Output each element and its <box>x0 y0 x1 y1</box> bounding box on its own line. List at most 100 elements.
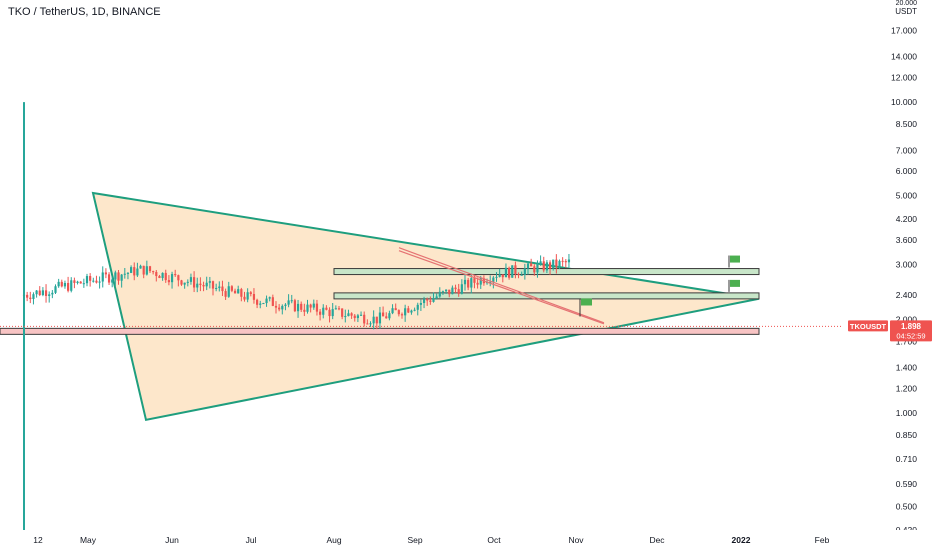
candle-body <box>79 281 82 284</box>
candle-body <box>268 297 271 299</box>
candle-body <box>363 314 366 324</box>
candle-body <box>457 289 460 294</box>
candle-body <box>514 265 517 275</box>
price-tick-label: 1.200 <box>896 383 918 393</box>
flag-icon <box>581 298 592 306</box>
candle-body <box>347 313 350 317</box>
candle-body <box>523 268 526 275</box>
time-tick-label: Dec <box>649 535 665 545</box>
candle-body <box>344 316 347 318</box>
candle-body <box>174 274 177 276</box>
candle-body <box>51 292 54 295</box>
time-axis[interactable]: 12 May Jun Jul Aug Sep Oct Nov Dec 2022 Feb <box>0 530 932 550</box>
time-tick-label: Sep <box>407 535 422 545</box>
candle-body <box>57 281 60 287</box>
candle-body <box>249 292 252 294</box>
ticker-badge <box>848 320 888 332</box>
price-tick-label: 0.500 <box>896 501 918 511</box>
candle-body <box>63 282 67 287</box>
support-zone[interactable] <box>0 327 760 335</box>
candle-body <box>76 281 79 283</box>
candle-body <box>224 291 227 297</box>
candle-body <box>508 267 511 278</box>
candle-body <box>429 300 432 302</box>
candle-body <box>218 286 221 289</box>
candle-body <box>186 281 189 283</box>
candle-body <box>410 310 413 313</box>
candle-body <box>183 282 186 285</box>
candle-body <box>199 283 202 285</box>
candle-body <box>70 280 73 291</box>
candle-body <box>221 286 224 292</box>
price-tick-label: 6.000 <box>896 166 918 176</box>
candle-body <box>262 303 265 305</box>
trendline-lower[interactable] <box>398 250 605 325</box>
candle-body <box>548 262 552 269</box>
time-tick-label: Nov <box>568 535 584 545</box>
candle-countdown: 04:52:59 <box>896 331 925 340</box>
price-axis[interactable]: USDT 20.000 17.000 14.000 12.000 10.000 8.50… <box>843 0 932 535</box>
price-tick-label: 2.400 <box>896 290 918 300</box>
candle-body <box>445 289 448 292</box>
candle-body <box>366 323 369 325</box>
resistance-level-2[interactable] <box>333 292 760 300</box>
candle-body <box>246 292 249 300</box>
symbol-title: TKO / TetherUS, 1D, BINANCE <box>6 5 163 19</box>
candle-body <box>211 281 215 289</box>
time-tick-label: Oct <box>487 535 501 545</box>
candle-body <box>155 272 158 277</box>
price-tick-label: 4.200 <box>896 214 918 224</box>
price-tick-label: 14.000 <box>891 52 917 62</box>
candle-body <box>448 289 451 295</box>
candle-body <box>454 287 457 290</box>
candle-body <box>89 276 92 281</box>
time-tick-label: 12 <box>33 535 43 545</box>
candle-body <box>167 280 170 283</box>
price-tick-label: 17.000 <box>891 26 917 36</box>
candle-body <box>545 262 548 271</box>
candle-body <box>180 280 183 285</box>
candle-body <box>32 294 35 300</box>
candle-body <box>177 275 180 281</box>
candle-body <box>391 308 394 314</box>
candle-body <box>130 267 133 273</box>
candle-body <box>561 260 564 262</box>
candle-body <box>460 284 463 294</box>
candle-body <box>95 280 98 283</box>
candle-body <box>148 266 152 272</box>
price-tick-label: 5.000 <box>896 191 918 201</box>
candle-body <box>438 291 441 297</box>
candle-body <box>495 276 498 278</box>
candle-body <box>227 286 230 297</box>
candle-body <box>536 264 539 273</box>
candle-body <box>451 287 454 295</box>
candle-body <box>293 300 296 312</box>
candle-body <box>416 304 419 310</box>
price-tick-top: 20.000 <box>896 0 918 7</box>
candle-body <box>73 280 76 283</box>
candle-body <box>325 307 328 310</box>
candle-body <box>60 281 63 287</box>
trendline-upper[interactable] <box>398 247 605 324</box>
candle-body <box>41 290 44 296</box>
candle-body <box>511 265 514 278</box>
candle-body <box>552 259 555 269</box>
candle-body <box>422 299 426 304</box>
candle-body <box>382 312 385 317</box>
candle-body <box>558 260 561 267</box>
candle-body <box>296 303 300 312</box>
price-tick-label: 3.600 <box>896 235 918 245</box>
candle-body <box>504 267 508 278</box>
candle-body <box>369 323 372 325</box>
currency-label: USDT <box>895 7 917 16</box>
candle-body <box>104 272 107 275</box>
candle-body <box>35 290 38 295</box>
candle-body <box>375 316 378 324</box>
overlay-layer <box>0 247 843 327</box>
price-tick-label: 0.590 <box>896 479 918 489</box>
candle-body <box>164 272 167 281</box>
candle-body <box>315 303 319 312</box>
price-tick-label: 0.420 <box>896 525 918 535</box>
